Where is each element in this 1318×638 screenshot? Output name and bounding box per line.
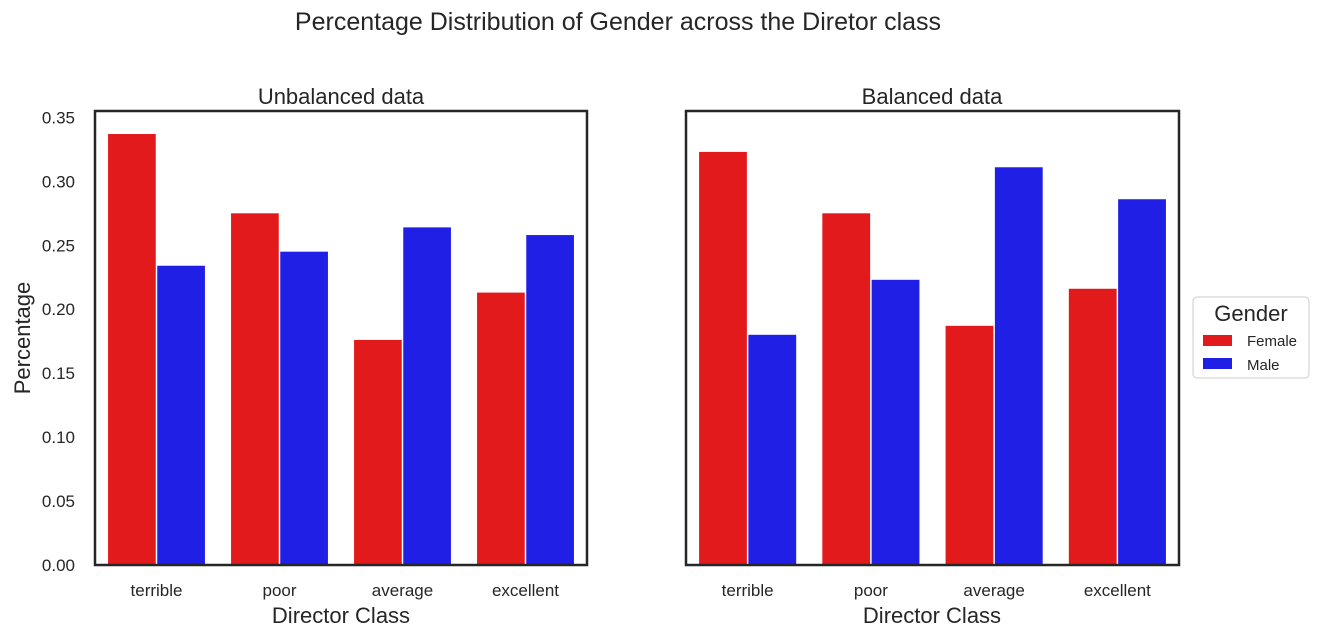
x-tick-label: excellent — [1084, 581, 1151, 600]
legend-swatch-male — [1203, 358, 1232, 369]
x-tick-label: terrible — [131, 581, 183, 600]
x-axis-label-balanced: Director Class — [863, 603, 1001, 628]
x-tick-label: average — [963, 581, 1024, 600]
panel-title-balanced: Balanced data — [862, 84, 1003, 109]
bar-poor-male — [280, 251, 328, 565]
bar-average-male — [403, 227, 451, 565]
bar-excellent-male — [1118, 199, 1166, 566]
legend-title: Gender — [1214, 301, 1287, 326]
bar-excellent-female — [477, 292, 525, 565]
x-tick-label: excellent — [492, 581, 559, 600]
axes-frame-unbalanced — [93, 109, 589, 567]
bar-terrible-female — [108, 134, 156, 565]
x-tick-label: poor — [854, 581, 888, 600]
bar-terrible-male — [157, 265, 205, 565]
bar-average-female — [354, 339, 402, 565]
bar-excellent-male — [526, 235, 574, 566]
y-tick-label: 0.20 — [42, 300, 75, 319]
y-tick-label: 0.25 — [42, 236, 75, 255]
x-tick-label: poor — [262, 581, 296, 600]
x-tick-label: average — [372, 581, 433, 600]
legend-swatch-female — [1203, 335, 1232, 346]
bar-terrible-male — [748, 334, 797, 565]
x-ticks-unbalanced: terrible poor average excellent — [131, 581, 560, 600]
x-ticks-balanced: terrible poor average excellent — [722, 581, 1152, 600]
axes-frame-balanced — [684, 109, 1181, 567]
legend-label-male: Male — [1247, 357, 1280, 374]
bars-balanced — [699, 151, 1166, 566]
y-tick-label: 0.00 — [42, 556, 75, 575]
bars-unbalanced — [108, 134, 574, 566]
x-tick-label: terrible — [722, 581, 774, 600]
panel-balanced: Balanced data terrible poor average excelle… — [684, 84, 1181, 628]
bar-average-male — [994, 167, 1043, 565]
y-axis-label: Percentage — [10, 282, 35, 395]
legend-box — [1192, 296, 1310, 379]
bar-excellent-female — [1068, 288, 1117, 565]
legend: Gender Female Male — [1192, 296, 1310, 379]
x-axis-label-unbalanced: Director Class — [272, 603, 410, 628]
y-ticks-unbalanced: 0.00 0.05 0.10 0.15 0.20 0.25 0.30 0.35 — [42, 108, 75, 575]
panel-title-unbalanced: Unbalanced data — [258, 84, 425, 109]
y-tick-label: 0.05 — [42, 492, 75, 511]
y-tick-label: 0.10 — [42, 428, 75, 447]
figure-title: Percentage Distribution of Gender across… — [295, 8, 941, 36]
y-tick-label: 0.30 — [42, 172, 75, 191]
panel-unbalanced: Unbalanced data 0.00 0.05 0.10 0.15 0.20 0.25… — [10, 84, 589, 628]
bar-average-female — [945, 325, 994, 565]
legend-label-female: Female — [1247, 333, 1297, 350]
bar-terrible-female — [699, 151, 747, 566]
bar-poor-female — [231, 213, 279, 565]
y-tick-label: 0.15 — [42, 364, 75, 383]
bar-poor-female — [822, 213, 871, 565]
y-tick-label: 0.35 — [42, 108, 75, 127]
bar-poor-male — [871, 279, 920, 565]
